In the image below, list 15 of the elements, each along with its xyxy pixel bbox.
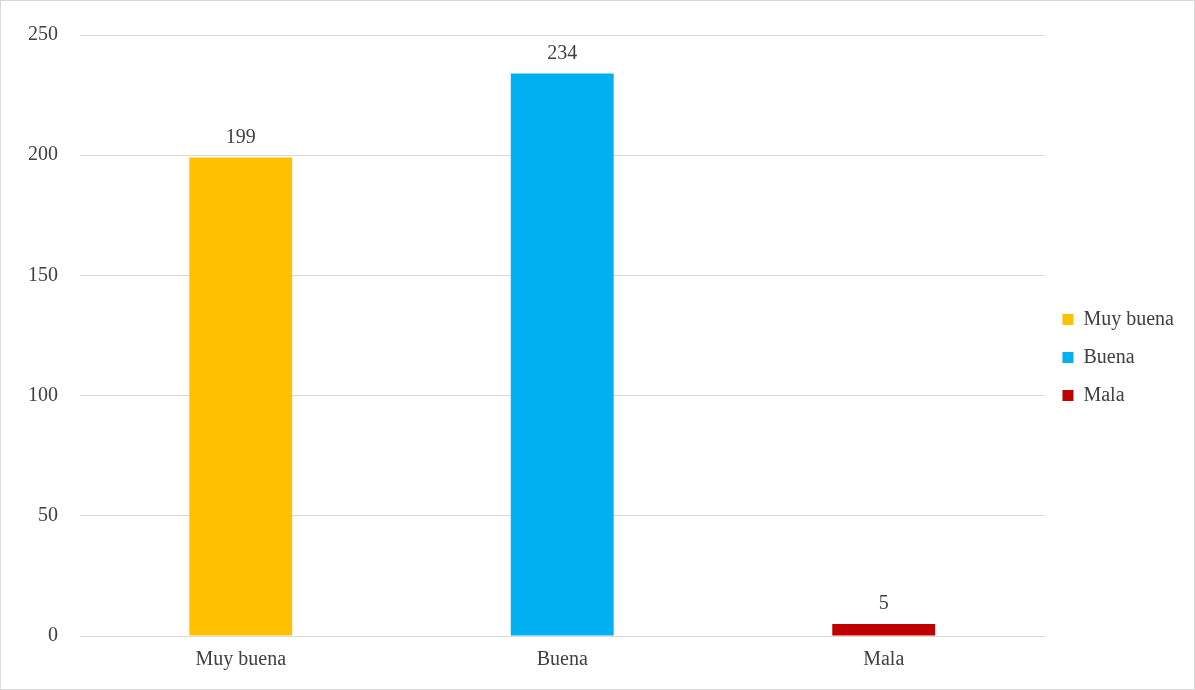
legend-label: Mala (1083, 382, 1125, 405)
y-tick-label: 50 (38, 503, 58, 526)
y-tick-label: 100 (28, 382, 58, 405)
data-label: 5 (878, 591, 889, 614)
legend-label: Buena (1083, 344, 1135, 367)
data-label: 199 (225, 124, 256, 147)
x-tick-label: Muy buena (195, 647, 287, 671)
x-tick-label: Mala (863, 647, 905, 670)
x-tick-label: Buena (536, 647, 588, 670)
y-tick-label: 150 (28, 262, 58, 285)
data-label: 234 (547, 40, 578, 63)
legend-label: Muy buena (1083, 306, 1175, 330)
y-tick-label: 0 (48, 623, 58, 646)
y-tick-label: 200 (28, 142, 58, 165)
y-tick-label: 250 (28, 22, 58, 45)
